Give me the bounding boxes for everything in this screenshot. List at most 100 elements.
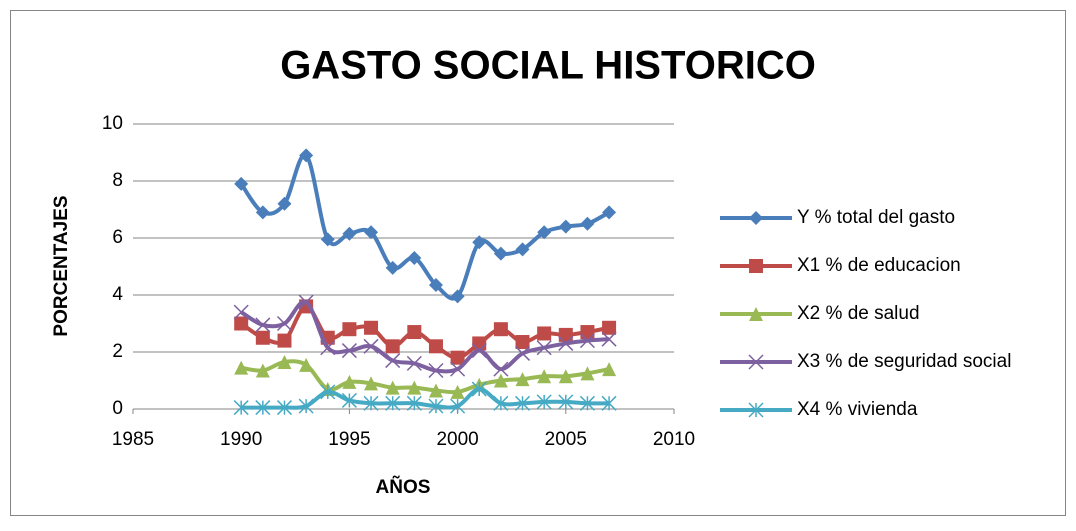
marker [601, 331, 617, 347]
legend-label: Y % total del gasto [797, 207, 955, 228]
marker [514, 395, 531, 411]
marker [580, 366, 595, 381]
marker [299, 148, 314, 163]
marker [341, 392, 357, 408]
y-axis-label: PORCENTAJES [51, 195, 72, 336]
marker [385, 380, 400, 395]
y-tick-label: 2 [112, 341, 123, 362]
marker [536, 340, 552, 356]
series-line [240, 299, 610, 374]
marker [320, 232, 335, 247]
marker [558, 219, 573, 234]
y-tick-label: 4 [112, 284, 123, 305]
marker [558, 394, 574, 410]
marker [234, 316, 249, 331]
x-tick-label: 2005 [545, 429, 587, 450]
marker [341, 343, 357, 359]
marker [342, 322, 357, 337]
marker [450, 361, 466, 377]
marker [749, 307, 763, 321]
marker [471, 381, 487, 397]
marker [407, 380, 422, 395]
chart-border [10, 10, 1066, 516]
marker [537, 225, 552, 240]
marker [342, 374, 357, 389]
marker [428, 383, 443, 398]
marker [277, 354, 292, 369]
marker [385, 260, 400, 275]
x-tick-label: 2010 [653, 429, 695, 450]
marker [298, 398, 314, 414]
marker [298, 294, 314, 310]
marker [385, 339, 400, 354]
marker [428, 398, 444, 414]
marker [472, 336, 487, 351]
marker [276, 315, 293, 332]
marker [255, 330, 270, 345]
x-tick-label: 2000 [436, 429, 478, 450]
marker [342, 226, 357, 241]
marker [450, 398, 466, 414]
marker [493, 395, 509, 411]
marker [385, 395, 401, 411]
marker [579, 333, 595, 349]
x-axis-label: AÑOS [376, 476, 431, 498]
marker [558, 369, 573, 384]
marker [472, 235, 487, 250]
marker [364, 320, 379, 335]
marker [558, 335, 574, 351]
marker [515, 335, 530, 350]
marker [493, 361, 509, 377]
marker [580, 216, 595, 231]
marker [428, 339, 443, 354]
marker [428, 362, 444, 379]
marker [515, 372, 530, 387]
y-tick-label: 10 [102, 113, 123, 134]
legend-label: X4 % vivienda [797, 399, 918, 420]
marker [748, 354, 764, 370]
marker [450, 384, 465, 399]
marker [320, 384, 336, 400]
marker [748, 402, 764, 418]
marker [602, 362, 617, 377]
marker [233, 304, 249, 320]
chart-title: GASTO SOCIAL HISTORICO [280, 44, 816, 88]
x-tick-label: 1995 [328, 429, 370, 450]
marker [233, 400, 249, 416]
marker [558, 327, 573, 342]
marker [407, 325, 422, 340]
marker [255, 205, 270, 220]
marker [234, 176, 249, 191]
marker [363, 395, 379, 411]
marker [493, 373, 508, 388]
marker [255, 317, 271, 333]
marker [299, 357, 314, 372]
marker [276, 400, 293, 416]
marker [364, 225, 379, 240]
marker [255, 400, 271, 416]
marker [255, 363, 270, 378]
marker [428, 278, 443, 293]
marker [515, 242, 530, 257]
marker [537, 369, 552, 384]
marker [537, 326, 552, 341]
legend-label: X1 % de educacion [797, 255, 961, 276]
marker [385, 353, 401, 369]
marker [364, 376, 379, 391]
marker [234, 360, 249, 375]
marker [320, 340, 336, 356]
y-tick-label: 8 [112, 170, 123, 191]
marker [406, 395, 422, 411]
marker [406, 355, 422, 371]
marker [277, 333, 292, 348]
legend-label: X2 % de salud [797, 303, 920, 324]
marker [602, 205, 617, 220]
marker [602, 320, 617, 335]
legend-label: X3 % de seguridad social [797, 351, 1011, 372]
marker [580, 325, 595, 340]
y-tick-label: 6 [112, 227, 123, 248]
marker [579, 395, 595, 411]
marker [514, 345, 531, 361]
marker [450, 350, 465, 365]
